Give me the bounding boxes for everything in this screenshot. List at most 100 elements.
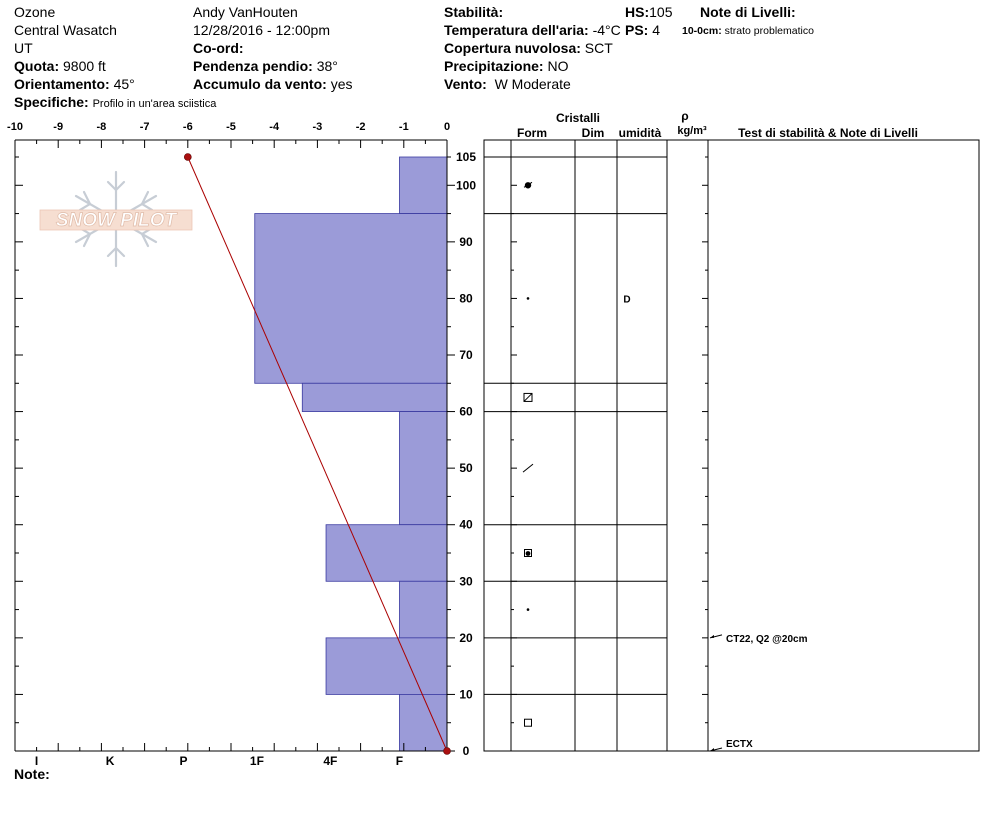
crystal-mark (525, 551, 531, 556)
height-tick-label: 40 (459, 518, 473, 532)
crystal-symbol-rounded-small-dot (526, 608, 530, 611)
specifics-label: Specifiche: (14, 94, 89, 110)
layer-note-text: strato problematico (724, 25, 814, 37)
crystal-mark (526, 608, 530, 611)
crystal-mark (524, 718, 532, 727)
air-temperature: Temperatura dell'aria: -4°C (444, 21, 621, 39)
temp-tick-label: -10 (7, 121, 23, 133)
height-tick-label: 60 (459, 405, 473, 419)
rho-header: ρ (681, 109, 688, 123)
temp-tick-label: -5 (226, 121, 236, 133)
temp-tick-label: -9 (53, 121, 63, 133)
aspect-value: 45° (113, 76, 135, 92)
temp-tick-label: -3 (313, 121, 323, 133)
precip-value: NO (547, 58, 569, 74)
coord-label: Co-ord: (193, 40, 244, 56)
slope-label: Pendenza pendio: (193, 58, 313, 74)
table-frame (483, 139, 980, 752)
temperature-line (187, 156, 448, 752)
date-time: 12/28/2016 - 12:00pm (193, 22, 330, 38)
ps-label: PS: (625, 22, 649, 38)
layer-note-depth: 10-0cm: (682, 25, 722, 37)
logo-text: SNOW PILOT (56, 210, 178, 231)
location-name: Ozone (14, 4, 56, 20)
temp-tick-label: -8 (97, 121, 107, 133)
height-tick-label: 105 (456, 150, 476, 164)
hardness-bar (325, 637, 448, 695)
hardness-tick-label: F (396, 754, 403, 768)
air-temp-label: Temperatura dell'aria: (444, 22, 589, 38)
sky-label: Copertura nuvolosa: (444, 40, 581, 56)
coordinates: Co-ord: (193, 39, 244, 57)
stability: Stabilità: (444, 3, 503, 21)
height-tick-label: 50 (459, 461, 473, 475)
precipitation: Precipitazione: NO (444, 57, 568, 75)
hardness-bar (399, 156, 448, 214)
hardness-bar (301, 382, 448, 412)
notes: Note: (14, 765, 50, 783)
crystal-mark (523, 181, 533, 188)
crystal-mark (524, 549, 532, 557)
slope-angle: Pendenza pendio: 38° (193, 57, 338, 75)
layer-notes: Note di Livelli: (700, 3, 796, 21)
crystal-symbol-faceted-crust (523, 392, 533, 402)
temperature-profile (184, 153, 451, 755)
tests-header: Test di stabilità & Note di Livelli (738, 126, 918, 140)
crystal-mark (523, 392, 533, 402)
moisture-header: umidità (619, 126, 662, 140)
crystal-symbol-mixed-form (524, 549, 532, 557)
height-tick-label: 70 (459, 348, 473, 362)
hardness-tick-label: K (106, 754, 115, 768)
height-tick-label: 100 (456, 178, 476, 192)
crystal-mark (522, 463, 534, 473)
temp-tick-label: -1 (399, 121, 409, 133)
ps-value: 4 (652, 22, 661, 38)
elevation-value: 9800 ft (63, 58, 106, 74)
layer-note: 10-0cm: strato problematico (682, 22, 814, 40)
hardness-bar (325, 524, 448, 582)
temperature-point (443, 747, 451, 755)
stability-test: ECTX (709, 739, 753, 752)
crystal-symbol-melt-freeze-slash (522, 463, 534, 473)
snowpilot-logo: SNOW PILOT (39, 170, 193, 268)
hardness-bar (399, 411, 448, 526)
stability-test-label: CT22, Q2 @20cm (726, 634, 808, 645)
crystal-symbol-decomposing-fragments (523, 181, 533, 189)
wind-loading-label: Accumulo da vento: (193, 76, 327, 92)
height-tick-label: 30 (459, 574, 473, 588)
form-header: Form (517, 126, 547, 140)
wind-value: W Moderate (494, 76, 571, 92)
height-tick-label: 90 (459, 235, 473, 249)
crystal-mark (526, 297, 530, 300)
stability-arrowhead (710, 634, 714, 638)
mountain-range: Central Wasatch (14, 22, 117, 38)
density-header: kg/m³ (677, 125, 707, 137)
notes-label: Note: (14, 766, 50, 782)
height-tick-label: 20 (459, 631, 473, 645)
sky-cover: Copertura nuvolosa: SCT (444, 39, 613, 57)
elevation: Quota: 9800 ft (14, 57, 106, 75)
stability-test: CT22, Q2 @20cm (709, 634, 808, 645)
hs-value: 105 (649, 4, 673, 20)
wind-label: Vento: (444, 76, 487, 92)
observer-name: Andy VanHouten (193, 4, 298, 20)
hardness-layers (254, 156, 448, 752)
state: UT (14, 40, 33, 56)
crystal-symbol-faceted-square (524, 718, 532, 727)
temp-tick-label: -2 (356, 121, 366, 133)
hardness-tick-label: I (35, 754, 38, 768)
crystal-mark (523, 393, 533, 402)
air-temp-value: -4°C (592, 22, 621, 38)
temp-tick-label: -4 (269, 121, 280, 133)
stability-test-label: ECTX (726, 739, 753, 750)
layer-notes-label: Note di Livelli: (700, 4, 796, 20)
wind-loading-value: yes (330, 76, 353, 92)
temp-tick-label: -6 (183, 121, 193, 133)
crystals-header: Cristalli (556, 111, 600, 125)
specifics-value: Profilo in un'area sciistica (92, 98, 217, 110)
hardness-tick-label: 4F (323, 754, 337, 768)
penetration: PS: 4 (625, 21, 661, 39)
dim-header: Dim (582, 126, 605, 140)
precip-label: Precipitazione: (444, 58, 544, 74)
